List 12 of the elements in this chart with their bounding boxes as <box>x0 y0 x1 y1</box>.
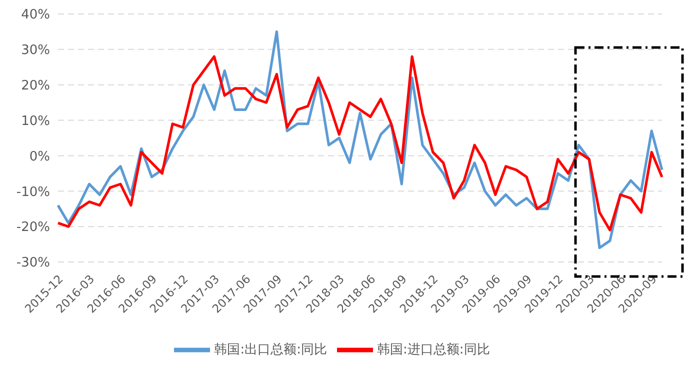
y-tick-label: 10% <box>21 114 50 129</box>
y-tick-label: -10% <box>16 184 50 200</box>
line-series <box>56 55 664 232</box>
y-tick-label: -20% <box>16 220 50 236</box>
y-tick-label: 0% <box>29 149 50 164</box>
y-tick-label: 30% <box>21 43 50 58</box>
y-tick-label: -30% <box>16 256 50 271</box>
legend-label: 韩国:进口总额:同比 <box>377 342 490 358</box>
y-tick-label: 20% <box>21 78 50 94</box>
line-series <box>56 30 664 250</box>
legend-label: 韩国:出口总额:同比 <box>214 342 327 358</box>
y-tick-label: 40% <box>21 8 50 23</box>
